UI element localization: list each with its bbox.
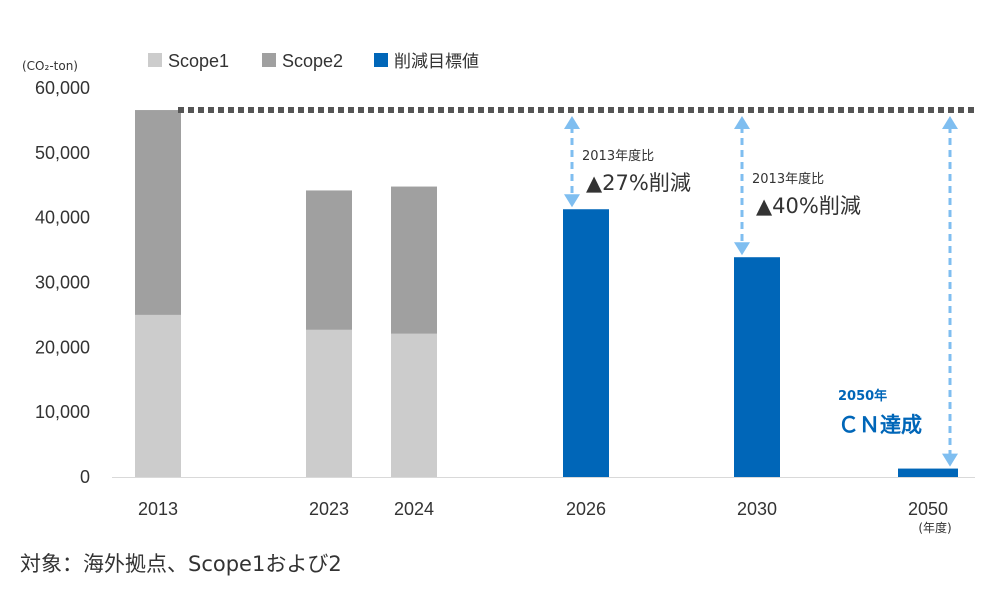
annotation-2050-line1: 2050年 [838,388,887,404]
bar-2013-Scope1 [135,314,181,477]
legend-swatch-Scope1 [148,53,162,67]
legend-label-Scope2: Scope2 [282,51,343,71]
reduction-arrow-2030-head-down [734,242,750,256]
reduction-arrow-2050-head-down [942,453,958,467]
bar-2026-削減目標値 [563,209,609,477]
reduction-arrow-2026-head-up [564,116,580,130]
y-tick-label: 20,000 [35,337,90,357]
y-tick-label: 30,000 [35,273,90,293]
bar-2023-Scope1 [306,329,352,477]
x-tick-label: 2024 [394,499,434,519]
bar-2050-削減目標値 [898,468,958,477]
legend-swatch-削減目標値 [374,53,388,67]
bar-2030-削減目標値 [734,257,780,477]
annotation-2030-line2: ▲40%削減 [756,194,861,218]
x-tick-label: 2026 [566,499,606,519]
x-tick-label: 2023 [309,499,349,519]
y-tick-label: 40,000 [35,208,90,228]
annotation-2026-line1: 2013年度比 [582,148,654,164]
bar-2023-Scope2 [306,190,352,330]
reduction-arrow-2050-head-up [942,116,958,130]
y-tick-label: 10,000 [35,402,90,422]
y-tick-label: 50,000 [35,143,90,163]
legend-swatch-Scope2 [262,53,276,67]
annotation-2050-line2: ＣＮ達成 [838,413,922,437]
bar-chart: 0 10,000 20,000 30,000 40,000 50,000 60,000 (CO… [22,51,975,535]
x-tick-label: 2050 [908,499,948,519]
y-tick-label: 60,000 [35,78,90,98]
reduction-arrow-2026-head-down [564,194,580,208]
y-unit-label: (CO₂-ton) [22,59,78,73]
legend-label-削減目標値: 削減目標値 [394,52,479,72]
bar-2024-Scope1 [391,333,437,477]
annotation-2026-line2: ▲27%削減 [586,171,691,195]
reduction-arrow-2030-head-up [734,116,750,130]
bar-2013-Scope2 [135,110,181,315]
bar-2024-Scope2 [391,186,437,334]
x-unit-label: (年度) [918,520,951,535]
legend-label-Scope1: Scope1 [168,51,229,71]
y-tick-label: 0 [80,467,90,487]
x-tick-label: 2030 [737,499,777,519]
x-tick-label: 2013 [138,499,178,519]
footnote: 対象：海外拠点、Scope1および2 [20,552,342,576]
annotation-2030-line1: 2013年度比 [752,171,824,187]
